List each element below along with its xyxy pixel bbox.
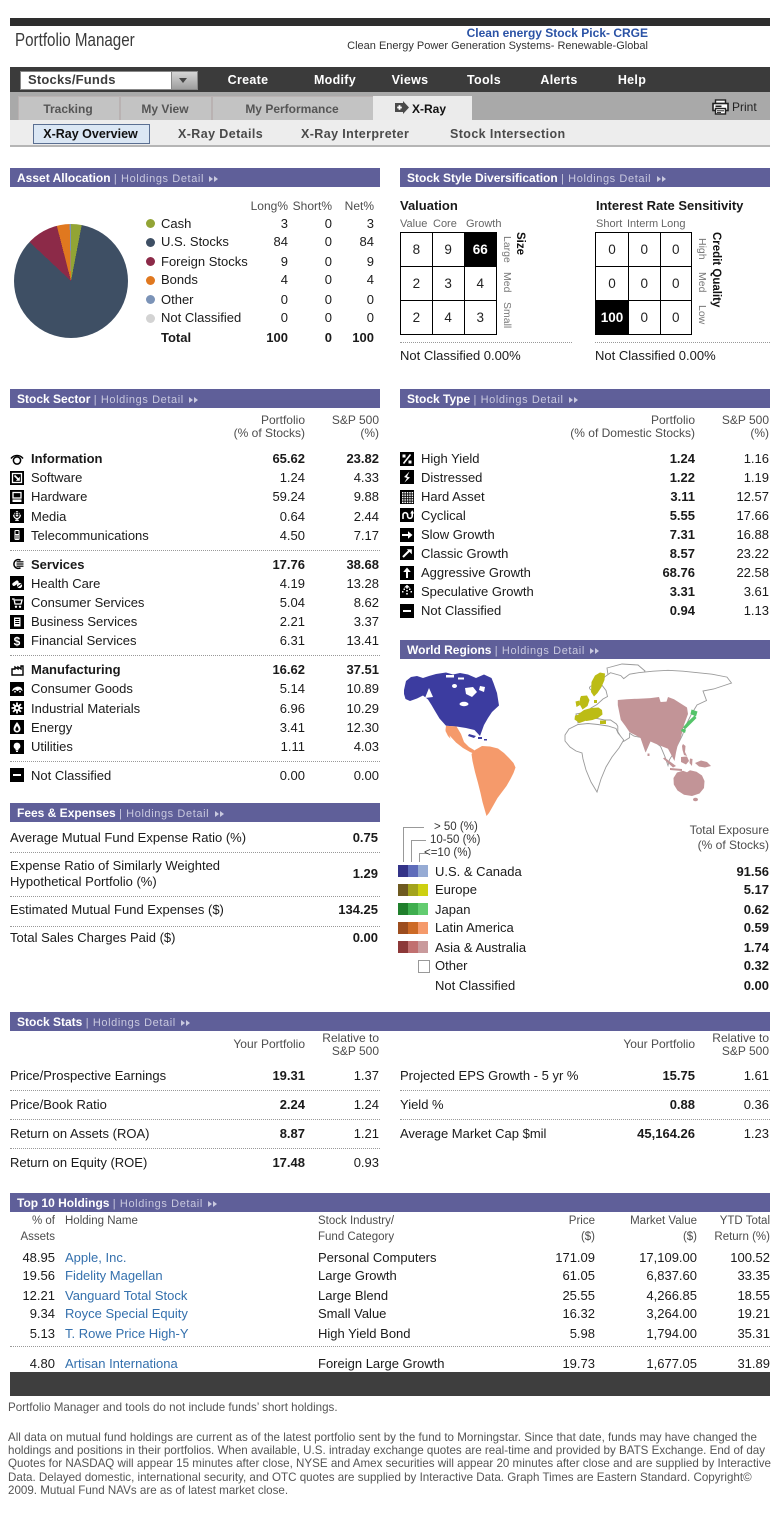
svg-text:$: $ bbox=[14, 635, 21, 649]
